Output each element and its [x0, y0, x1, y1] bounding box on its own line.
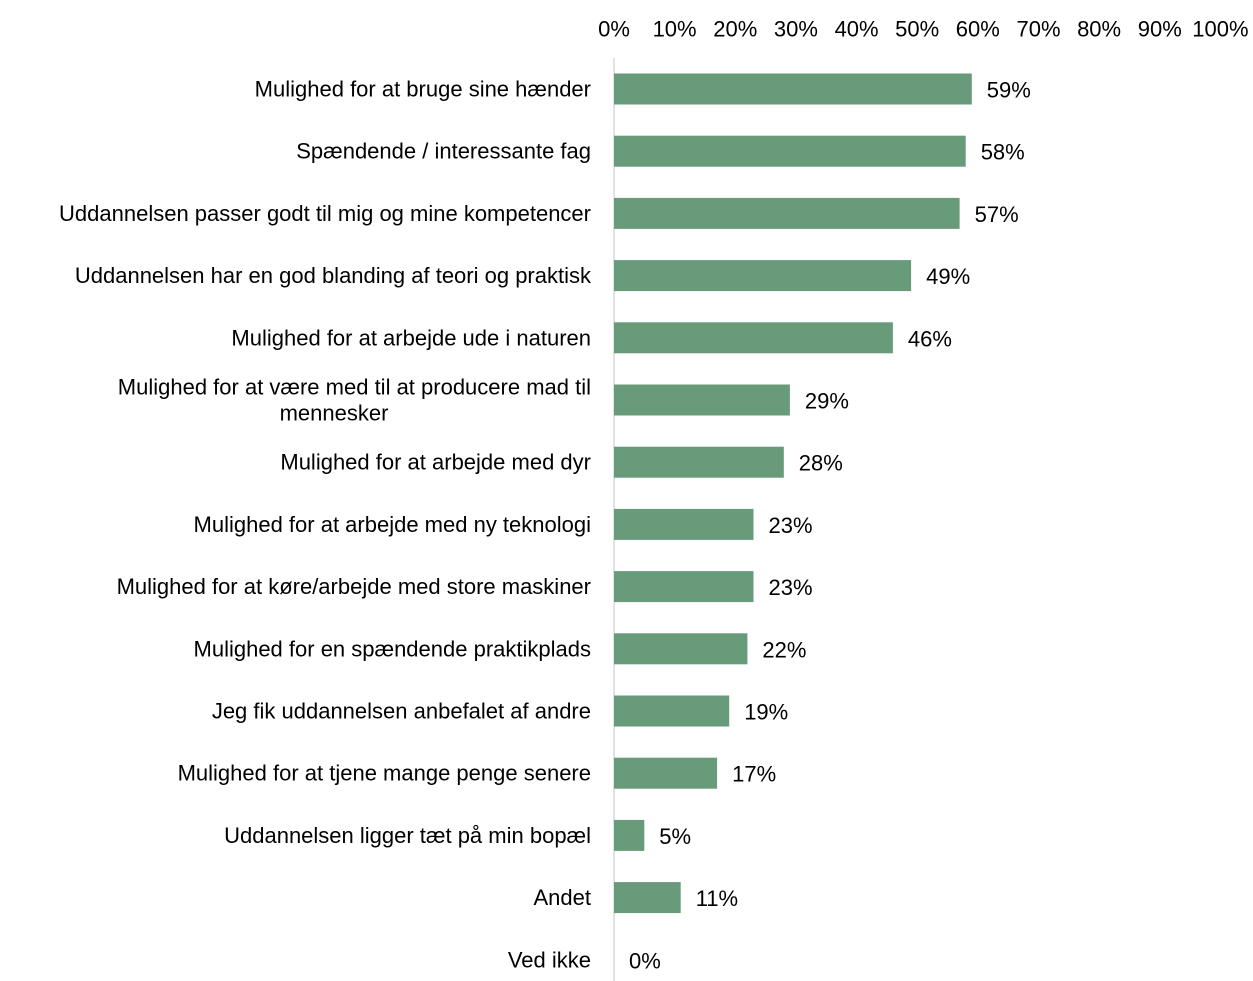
category-label-line: mennesker [280, 401, 389, 426]
data-label: 59% [987, 78, 1031, 103]
bar [614, 135, 966, 167]
x-tick-label: 40% [835, 17, 879, 42]
data-label: 29% [805, 389, 849, 414]
category-label: Uddannelsen har en god blanding af teori… [75, 263, 592, 288]
category-label: Mulighed for at arbejde med ny teknologi [194, 512, 591, 537]
category-label: Andet [534, 885, 592, 910]
x-tick-label: 50% [895, 17, 939, 42]
data-label: 23% [769, 575, 813, 600]
x-axis-tick-labels: 0% 10% 20% 30% 40% 50% 60% 70% 80% 90% 100% [598, 17, 1248, 42]
x-tick-label: 60% [956, 17, 1000, 42]
bar [614, 695, 730, 727]
category-label-line: Mulighed for at være med til at producer… [118, 375, 591, 400]
data-label: 19% [744, 700, 788, 725]
data-label: 58% [981, 140, 1025, 165]
bar [614, 73, 972, 105]
x-tick-label: 0% [598, 17, 630, 42]
bar [614, 322, 893, 354]
bars-group [614, 73, 972, 914]
data-label: 23% [769, 513, 813, 538]
bar [614, 260, 912, 292]
bar [614, 633, 748, 665]
x-tick-label: 100% [1192, 17, 1248, 42]
x-tick-label: 90% [1138, 17, 1182, 42]
bar [614, 819, 645, 851]
bar [614, 757, 718, 789]
data-label: 57% [975, 202, 1019, 227]
data-label: 11% [696, 886, 738, 911]
data-label: 17% [732, 762, 776, 787]
x-tick-label: 30% [774, 17, 818, 42]
data-labels-group: 59% 58% 57% 49% 46% 29% 28% 23% 23% 22% 19% 17% 5% 11… [629, 78, 1031, 974]
bar [614, 384, 790, 416]
bar [614, 571, 754, 603]
x-tick-label: 20% [713, 17, 757, 42]
category-label: Jeg fik uddannelsen anbefalet af andre [212, 699, 591, 724]
category-label: Mulighed for at arbejde ude i naturen [231, 325, 591, 350]
category-label: Uddannelsen ligger tæt på min bopæl [224, 823, 591, 848]
x-tick-label: 70% [1016, 17, 1060, 42]
data-label: 0% [629, 948, 661, 973]
bar [614, 882, 681, 914]
category-label: Mulighed for at arbejde med dyr [280, 450, 591, 475]
category-label: Mulighed for at være med til at producer… [118, 375, 591, 426]
data-label: 28% [799, 451, 843, 476]
data-label: 46% [908, 326, 952, 351]
category-label: Ved ikke [508, 947, 591, 972]
data-label: 49% [926, 264, 970, 289]
bar [614, 508, 754, 540]
category-label: Mulighed for at bruge sine hænder [255, 77, 591, 102]
category-label: Mulighed for at tjene mange penge senere [178, 761, 591, 786]
bar [614, 446, 784, 478]
x-tick-label: 10% [653, 17, 697, 42]
category-label: Spændende / interessante fag [296, 139, 591, 164]
category-label: Mulighed for en spændende praktikplads [194, 636, 591, 661]
bar [614, 197, 960, 229]
data-label: 22% [762, 637, 806, 662]
data-label: 5% [659, 824, 691, 849]
category-label: Uddannelsen passer godt til mig og mine … [59, 201, 591, 226]
category-label: Mulighed for at køre/arbejde med store m… [117, 574, 591, 599]
category-labels-group: Mulighed for at bruge sine hænder Spænden… [59, 77, 592, 973]
x-tick-label: 80% [1077, 17, 1121, 42]
